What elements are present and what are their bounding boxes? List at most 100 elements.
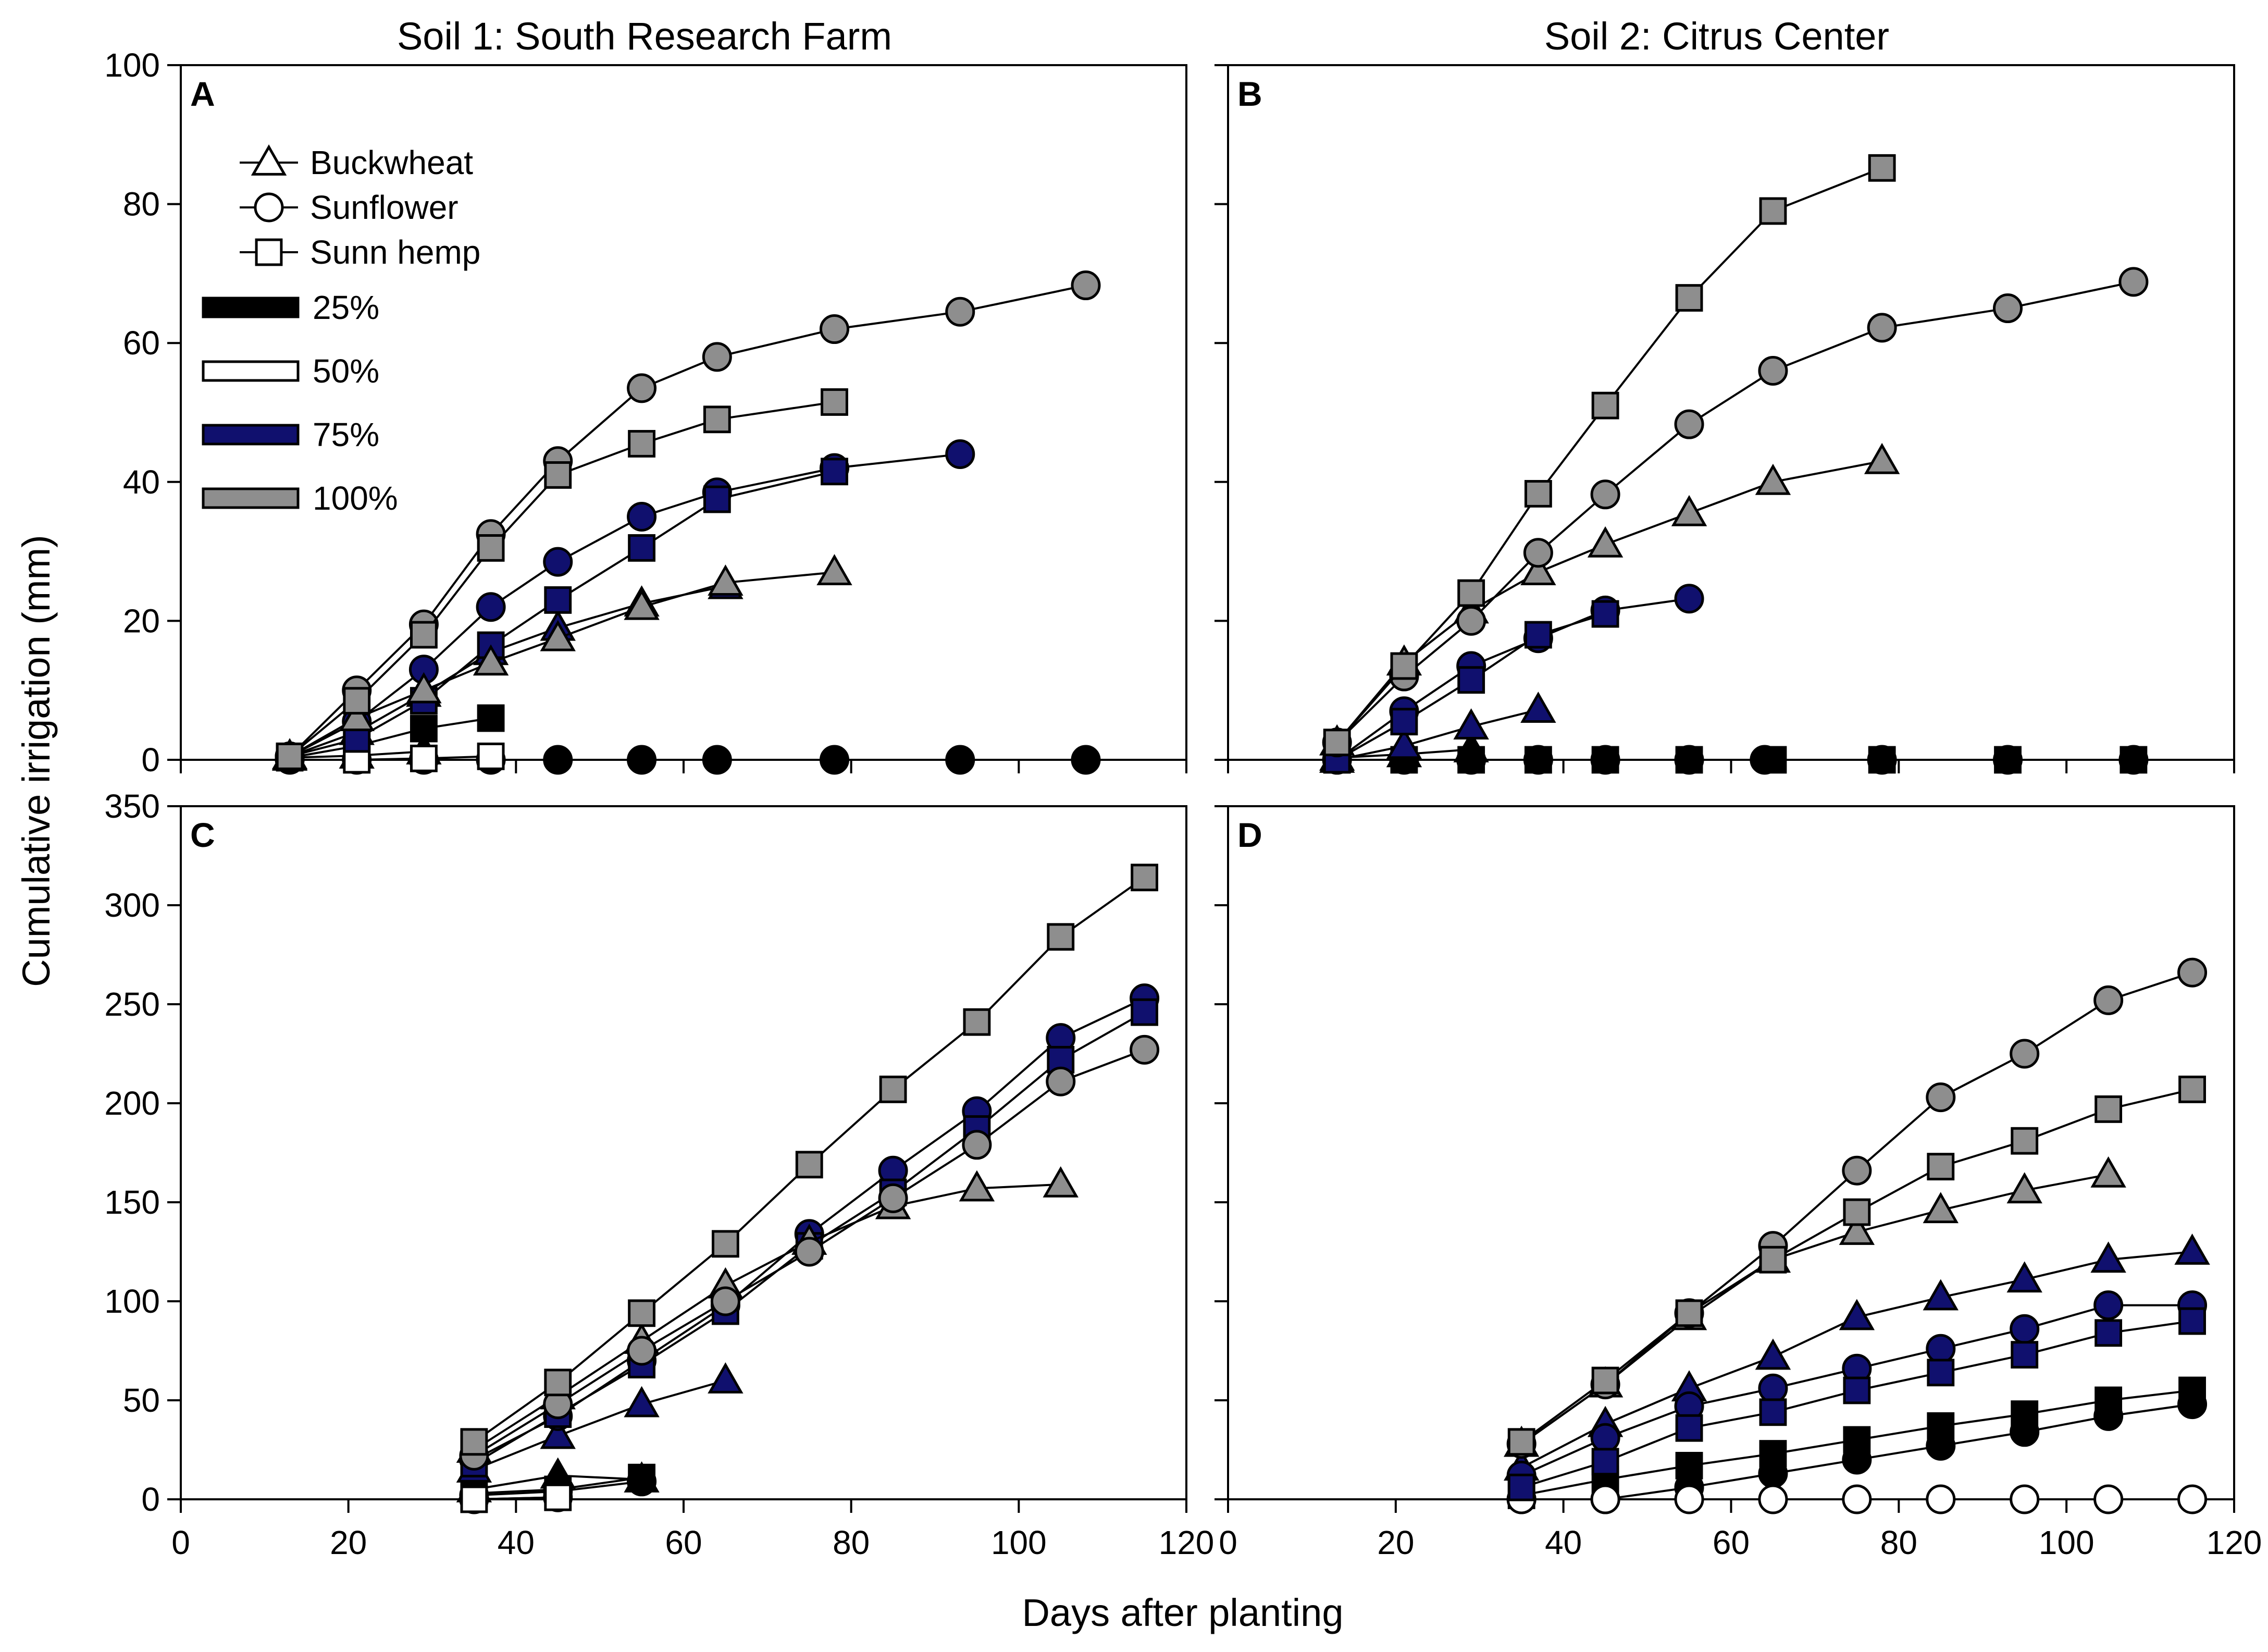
data-point xyxy=(2174,1234,2210,1265)
data-point xyxy=(2090,1156,2126,1188)
data-point xyxy=(1927,1412,1955,1440)
x-tick-label: 80 xyxy=(833,1524,870,1561)
data-point xyxy=(1591,600,1619,628)
y-tick-label: 0 xyxy=(141,741,160,779)
data-point xyxy=(1131,998,1159,1026)
data-point xyxy=(1386,728,1422,759)
data-point xyxy=(1923,1192,1959,1224)
series-line xyxy=(474,1379,726,1471)
data-point xyxy=(628,1463,656,1491)
data-point xyxy=(1926,1484,1956,1514)
legend-item-sunn-hemp: Sunn hemp xyxy=(240,233,480,271)
data-point xyxy=(2006,1172,2042,1204)
data-point xyxy=(878,1183,908,1213)
data-point xyxy=(276,742,304,770)
data-point xyxy=(1758,1373,1788,1403)
data-point xyxy=(477,534,505,562)
data-point xyxy=(2178,1075,2206,1103)
x-tick-label: 100 xyxy=(991,1524,1047,1561)
y-tick-label: 150 xyxy=(104,1183,160,1221)
data-point xyxy=(477,704,505,732)
y-tick-label: 300 xyxy=(104,886,160,924)
y-tick-label: 50 xyxy=(123,1382,160,1419)
data-point xyxy=(1926,1082,1956,1113)
data-point xyxy=(1523,538,1553,568)
data-point xyxy=(540,620,576,651)
panel-label: D xyxy=(1237,816,1262,854)
data-point xyxy=(1759,746,1787,774)
legend-swatch xyxy=(202,360,300,382)
col-title-soil-2: Soil 2: Citrus Center xyxy=(1544,15,1889,58)
data-point xyxy=(962,1130,992,1160)
data-point xyxy=(1843,1198,1871,1226)
data-point xyxy=(2095,1319,2123,1347)
data-point xyxy=(1675,746,1703,774)
series-D-sunn-hemp-100pct xyxy=(1507,1075,2206,1456)
panel-A: A 0 20 40 60 80 100 xyxy=(104,46,1187,779)
data-point xyxy=(1524,621,1552,649)
data-point xyxy=(1590,1423,1620,1453)
data-point xyxy=(703,485,731,513)
x-tick-label: 0 xyxy=(171,1524,190,1561)
data-point xyxy=(959,1170,995,1202)
data-point xyxy=(627,501,657,532)
data-point xyxy=(2010,1039,2040,1069)
legend-marker xyxy=(254,192,284,223)
data-point xyxy=(628,534,656,562)
data-point xyxy=(410,621,438,649)
data-point xyxy=(2177,957,2208,988)
data-point xyxy=(1759,1398,1787,1426)
y-tick-label: 80 xyxy=(123,186,160,223)
data-point xyxy=(708,564,743,596)
series-C-sunn-hemp-100pct xyxy=(460,864,1159,1456)
data-point xyxy=(711,1230,739,1258)
x-tick-label: 40 xyxy=(1545,1524,1582,1561)
x-tick-label: 0 xyxy=(1219,1524,1237,1561)
data-point xyxy=(1755,1338,1791,1370)
x-tick-label: 20 xyxy=(1377,1524,1414,1561)
data-point xyxy=(795,1151,823,1179)
data-point xyxy=(628,430,656,458)
series-line xyxy=(473,1183,1061,1451)
legend-label: 50% xyxy=(313,352,379,390)
data-point xyxy=(1675,1451,1703,1480)
legend-item-sunflower: Sunflower xyxy=(240,189,458,226)
data-point xyxy=(460,1485,488,1513)
x-tick-label: 60 xyxy=(665,1524,702,1561)
data-point xyxy=(1674,1484,1704,1514)
data-point xyxy=(1843,1376,1871,1404)
data-point xyxy=(1507,1473,1535,1501)
data-point xyxy=(2010,1314,2040,1344)
data-point xyxy=(963,1008,991,1036)
data-point xyxy=(1071,270,1101,301)
series-C-sunflower-100pct xyxy=(459,1034,1160,1471)
data-point xyxy=(1590,1484,1620,1514)
data-point xyxy=(1587,526,1623,558)
data-point xyxy=(544,461,572,489)
y-tick-label: 60 xyxy=(123,324,160,362)
legend-label: Buckwheat xyxy=(310,144,473,181)
data-point xyxy=(1043,1166,1079,1198)
data-point xyxy=(624,588,660,620)
panel-label: B xyxy=(1237,75,1262,113)
data-point xyxy=(2095,1386,2123,1414)
data-point xyxy=(1453,708,1489,739)
data-point xyxy=(2010,1484,2040,1514)
data-point xyxy=(544,586,572,614)
x-tick-label: 120 xyxy=(2207,1524,2262,1561)
data-point xyxy=(476,592,506,622)
data-point xyxy=(1868,746,1896,774)
data-point xyxy=(2118,267,2149,297)
data-point xyxy=(794,1237,824,1267)
legend-item-100pct: 100% xyxy=(202,479,398,517)
data-point xyxy=(1926,1334,1956,1364)
series-line xyxy=(1336,280,2134,744)
data-point xyxy=(477,742,505,770)
panel-label: A xyxy=(190,75,215,113)
data-point xyxy=(1507,1428,1535,1456)
series-B-sunn-hemp-100pct xyxy=(1323,154,1896,757)
data-point xyxy=(2178,1307,2206,1335)
data-point xyxy=(1755,463,1791,495)
data-point xyxy=(821,458,848,486)
